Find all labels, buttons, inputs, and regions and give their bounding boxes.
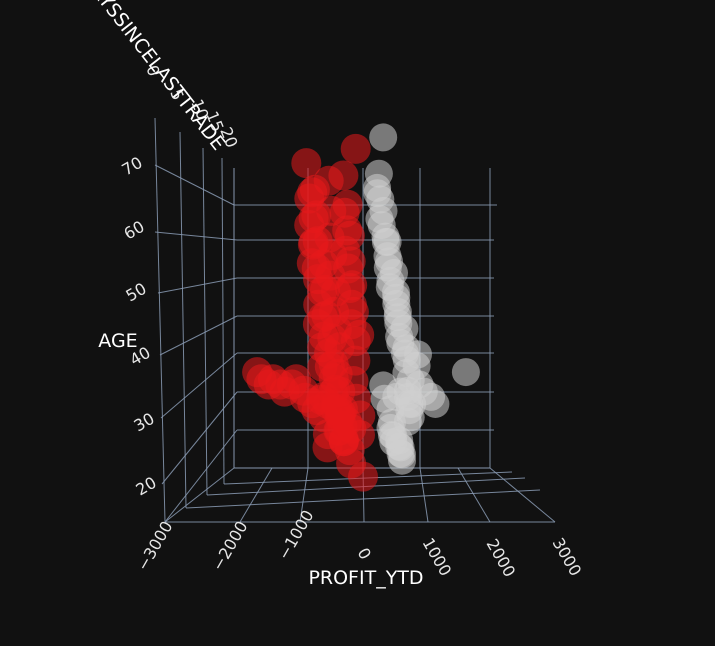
data-point[interactable] — [365, 204, 394, 233]
data-point[interactable] — [340, 133, 371, 164]
data-point[interactable] — [302, 226, 333, 257]
x-tick-label: 0 — [354, 545, 376, 563]
x-tick-label: 3000 — [549, 535, 586, 580]
x-tick-label: −1000 — [274, 507, 318, 563]
z-axis-title: DAYSSINCELASTTRADE — [78, 0, 229, 155]
data-point[interactable] — [329, 197, 360, 228]
x-tick-label: −2000 — [208, 518, 252, 574]
data-point[interactable] — [371, 227, 400, 256]
data-point[interactable] — [335, 246, 366, 277]
data-point[interactable] — [318, 349, 349, 380]
data-point[interactable] — [369, 123, 398, 152]
data-point[interactable] — [317, 323, 348, 354]
data-point[interactable] — [363, 179, 392, 208]
x-axis-title: PROFIT_YTD — [308, 567, 423, 589]
data-point[interactable] — [344, 319, 375, 350]
data-point[interactable] — [291, 148, 322, 179]
data-point[interactable] — [299, 174, 330, 205]
data-point[interactable] — [395, 396, 424, 425]
x-tick-label: 2000 — [483, 536, 520, 581]
y-axis-title: AGE — [98, 330, 137, 352]
data-point[interactable] — [388, 446, 416, 475]
x-tick-label: 1000 — [419, 535, 456, 580]
y-tick-label: 20 — [133, 473, 160, 500]
side-grid — [154, 117, 238, 523]
y-tick-label: 50 — [123, 279, 150, 306]
data-point[interactable] — [328, 160, 359, 191]
y-tick-label: 70 — [119, 153, 146, 180]
data-point[interactable] — [308, 249, 339, 280]
data-point[interactable] — [421, 390, 450, 418]
data-point[interactable] — [451, 358, 480, 387]
data-point[interactable] — [348, 461, 378, 492]
data-point[interactable] — [301, 200, 332, 231]
data-point[interactable] — [310, 274, 340, 305]
data-point[interactable] — [338, 296, 369, 327]
x-tick-label: −3000 — [133, 518, 177, 574]
y-tick-label: 30 — [131, 409, 158, 436]
data-points[interactable] — [242, 123, 480, 492]
data-point[interactable] — [404, 340, 432, 369]
data-point[interactable] — [335, 273, 365, 303]
data-point[interactable] — [336, 413, 367, 444]
data-point[interactable] — [334, 220, 365, 251]
data-point[interactable] — [311, 300, 342, 331]
y-tick-label: 60 — [121, 217, 148, 244]
